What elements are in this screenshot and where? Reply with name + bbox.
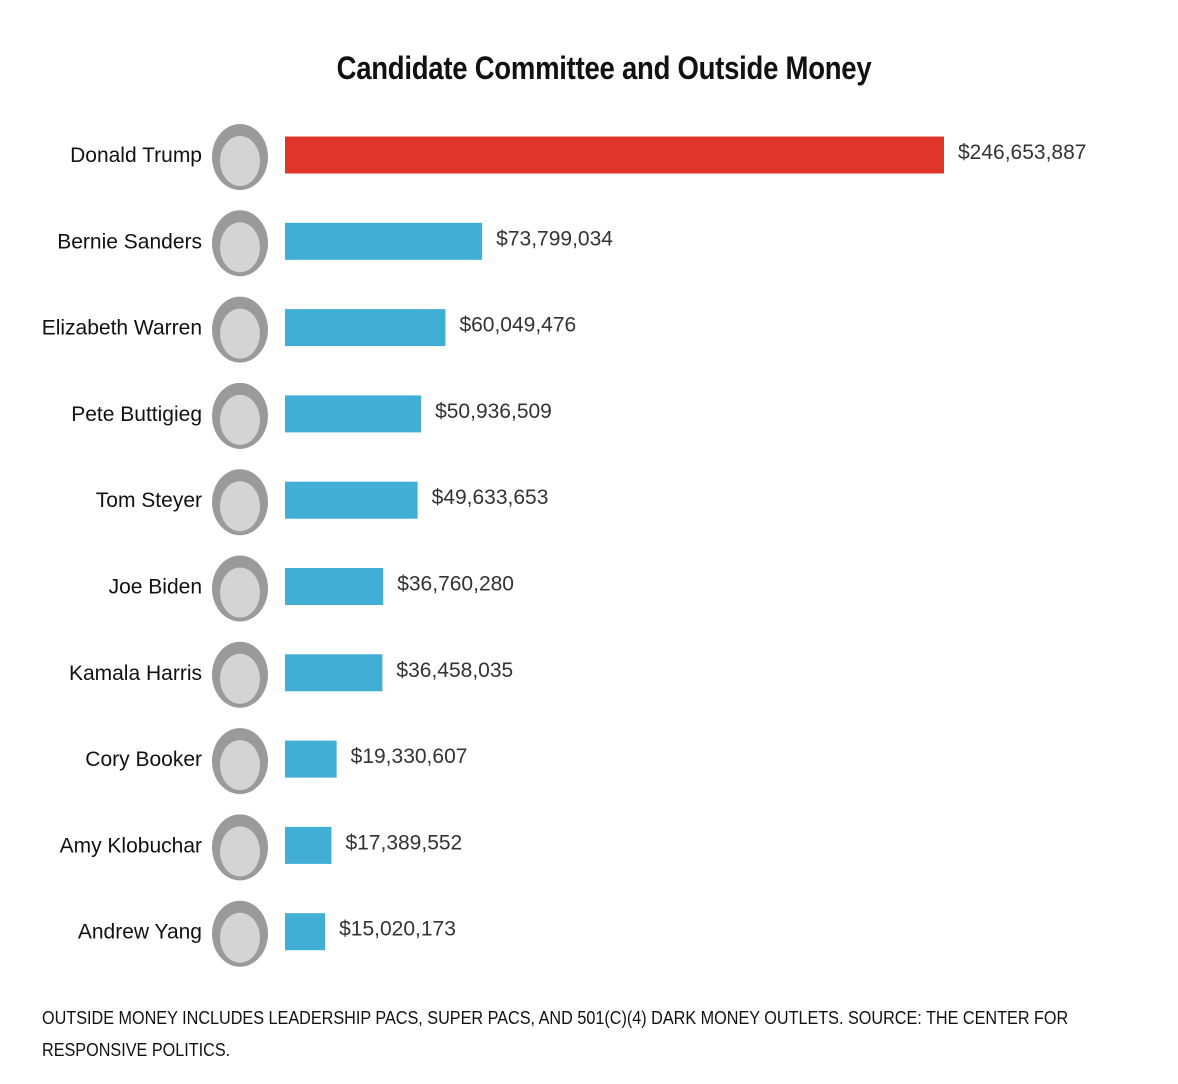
value-label: $15,020,173 [339,918,456,941]
candidate-photo-face [220,912,260,963]
category-label: Kamala Harris [69,662,202,685]
candidate-photo-face [220,222,260,273]
category-label: Andrew Yang [78,921,202,944]
category-label: Amy Klobuchar [60,834,202,857]
value-label: $73,799,034 [496,227,613,250]
bar-chart: Donald Trump $246,653,887 Bernie Sanders $7… [42,124,1086,967]
value-label: $60,049,476 [459,314,576,337]
category-label: Joe Biden [109,576,202,599]
category-label: Tom Steyer [96,489,202,512]
bar [285,222,483,260]
value-label: $19,330,607 [351,745,468,768]
value-label: $246,653,887 [958,141,1086,164]
bar [285,740,337,778]
candidate-photo-face [220,740,260,791]
bar [285,481,418,519]
bar [285,913,326,951]
candidate-photo-face [220,481,260,532]
candidate-photo-face [220,826,260,877]
bar [285,568,384,605]
category-label: Elizabeth Warren [42,317,202,340]
candidate-photo-face [220,308,260,359]
value-label: $49,633,653 [432,486,549,509]
bar [285,826,332,864]
category-label: Pete Buttigieg [71,403,202,426]
candidate-photo-face [220,136,260,186]
category-label: Cory Booker [85,748,202,771]
value-label: $36,458,035 [396,659,513,682]
bar [285,309,446,347]
bar [285,654,383,692]
chart-title: Candidate Committee and Outside Money [336,50,872,86]
candidate-photo-face [220,653,260,704]
candidate-photo-face [220,567,260,618]
bar [285,395,422,433]
footnote: Outside money includes leadership PACs, … [42,1008,1069,1060]
value-label: $50,936,509 [435,400,552,423]
candidate-photo-face [220,394,260,445]
value-label: $17,389,552 [345,831,462,854]
value-label: $36,760,280 [397,573,514,596]
category-label: Bernie Sanders [57,230,202,253]
bar [285,136,944,174]
category-label: Donald Trump [70,144,202,167]
